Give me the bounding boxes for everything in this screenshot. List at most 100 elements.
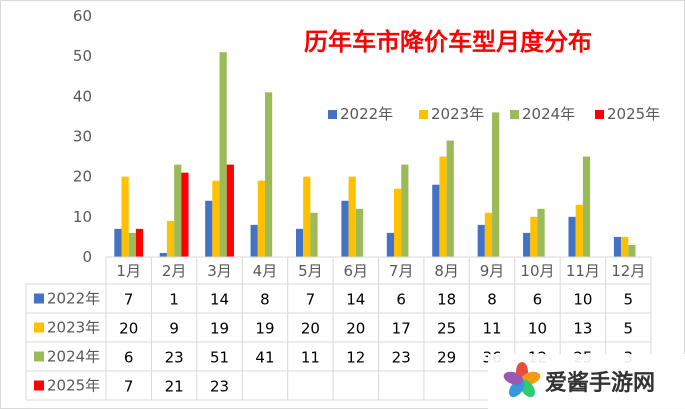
y-tick-label: 10 — [73, 208, 92, 226]
data-label: 10 — [528, 320, 547, 338]
data-label: 10 — [573, 291, 592, 309]
x-tick-label: 1月 — [116, 262, 141, 280]
data-label: 5 — [624, 291, 634, 309]
data-label: 6 — [396, 291, 406, 309]
bar-2025年-3月 — [226, 164, 234, 257]
bar-2023年-4月 — [257, 180, 265, 257]
x-tick-label: 2月 — [162, 262, 187, 280]
bar-2024年-12月 — [628, 244, 636, 257]
watermark: 爱酱手游网 — [488, 354, 685, 409]
bar-2022年-1月 — [114, 228, 122, 257]
data-label: 19 — [210, 320, 229, 338]
bar-2024年-5月 — [310, 212, 318, 257]
data-label: 18 — [437, 291, 456, 309]
table-row-label: 2024年 — [47, 348, 100, 366]
data-label: 14 — [346, 291, 365, 309]
bar-2022年-8月 — [432, 184, 440, 257]
y-tick-label: 60 — [73, 7, 92, 25]
bar-2023年-2月 — [166, 220, 175, 257]
table-legend-key — [34, 351, 44, 362]
data-label: 23 — [210, 378, 229, 396]
data-label: 1 — [169, 291, 179, 309]
bar-2023年-1月 — [121, 176, 129, 257]
x-tick-label: 3月 — [207, 262, 232, 280]
y-tick-label: 20 — [73, 168, 92, 186]
bar-2022年-7月 — [386, 232, 395, 257]
legend-label: 2025年 — [607, 105, 660, 123]
bar-2023年-7月 — [394, 188, 402, 257]
table-row-label: 2022年 — [47, 290, 100, 308]
bar-2023年-10月 — [530, 216, 538, 257]
chart-title: 历年车市降价车型月度分布 — [304, 28, 592, 56]
data-label: 8 — [260, 291, 270, 309]
data-label: 41 — [255, 349, 274, 367]
data-label: 6 — [533, 291, 543, 309]
bar-2023年-8月 — [439, 156, 447, 257]
x-tick-label: 9月 — [480, 262, 505, 280]
data-label: 14 — [210, 291, 229, 309]
bar-2025年-1月 — [135, 228, 144, 257]
bar-2024年-11月 — [582, 156, 591, 257]
x-tick-label: 4月 — [253, 262, 278, 280]
bar-2022年-3月 — [205, 200, 213, 257]
table-legend-key — [34, 293, 44, 304]
x-tick-label: 5月 — [298, 262, 323, 280]
bar-2024年-9月 — [492, 112, 500, 258]
y-tick-label: 50 — [73, 47, 92, 65]
data-label: 11 — [301, 349, 320, 367]
x-tick-label: 6月 — [344, 262, 369, 280]
bar-2024年-7月 — [401, 164, 409, 257]
y-tick-label: 30 — [73, 128, 92, 146]
legend: 2022年 2023年 2024年 2025年 — [328, 105, 660, 123]
legend-label: 2022年 — [340, 105, 393, 123]
legend-label: 2024年 — [522, 105, 575, 123]
bar-2022年-10月 — [523, 232, 531, 257]
bar-2023年-3月 — [212, 180, 220, 257]
data-label: 6 — [124, 349, 134, 367]
y-axis: 0 10 20 30 40 50 60 — [73, 7, 92, 266]
legend-swatch — [595, 110, 604, 119]
bar-2024年-3月 — [219, 52, 227, 258]
bar-2023年-6月 — [348, 176, 356, 257]
table-row-label: 2025年 — [47, 377, 100, 395]
data-label: 9 — [169, 320, 179, 338]
data-label: 23 — [165, 349, 184, 367]
data-label: 5 — [624, 320, 634, 338]
bar-2024年-4月 — [264, 92, 273, 257]
legend-swatch — [510, 110, 519, 119]
data-label: 20 — [301, 320, 320, 338]
bar-2024年-8月 — [446, 140, 454, 257]
bar-2022年-5月 — [295, 228, 304, 257]
bar-2022年-2月 — [159, 252, 167, 257]
bar-2024年-1月 — [128, 232, 136, 257]
data-label: 51 — [210, 349, 229, 367]
data-label: 17 — [392, 320, 411, 338]
bar-2022年-9月 — [477, 224, 485, 257]
table-legend-key — [34, 380, 44, 391]
data-label: 20 — [346, 320, 365, 338]
data-label: 25 — [437, 320, 456, 338]
bar-2023年-11月 — [575, 204, 583, 257]
data-label: 7 — [124, 378, 134, 396]
data-label: 12 — [346, 349, 365, 367]
legend-label: 2023年 — [431, 105, 484, 123]
y-tick-label: 0 — [82, 248, 92, 266]
bar-2022年-6月 — [341, 200, 349, 257]
bar-2023年-12月 — [621, 236, 629, 257]
data-label: 7 — [306, 291, 316, 309]
data-label: 29 — [437, 349, 456, 367]
x-tick-label: 10月 — [520, 262, 554, 280]
data-label: 23 — [392, 349, 411, 367]
bar-2023年-5月 — [303, 176, 311, 257]
table-legend-key — [34, 322, 44, 333]
legend-swatch — [328, 110, 337, 119]
y-tick-label: 40 — [73, 87, 92, 105]
watermark-text: 爱酱手游网 — [545, 370, 655, 396]
data-label: 19 — [255, 320, 274, 338]
bar-2022年-11月 — [568, 216, 576, 257]
bar-2024年-6月 — [355, 208, 363, 257]
logo-petal — [503, 371, 524, 385]
bar-2022年-4月 — [250, 224, 258, 257]
